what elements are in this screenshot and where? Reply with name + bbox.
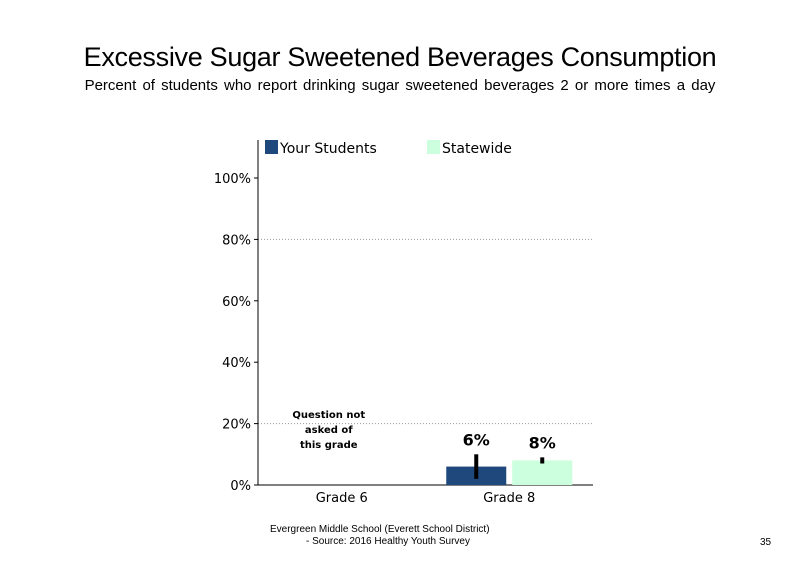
legend-label: Statewide xyxy=(442,141,512,157)
y-tick-label: 100% xyxy=(214,172,251,187)
y-tick-label: 80% xyxy=(222,233,251,248)
annotation-text: Question not xyxy=(292,410,365,421)
y-tick-label: 60% xyxy=(222,295,251,310)
bar xyxy=(512,460,573,485)
chart-title: Excessive Sugar Sweetened Beverages Cons… xyxy=(83,42,717,72)
x-tick-label: Grade 6 xyxy=(316,491,368,506)
footer-source: - Source: 2016 Healthy Youth Survey xyxy=(306,536,470,547)
data-label: 8% xyxy=(529,433,556,452)
legend-label: Your Students xyxy=(279,141,377,157)
legend-swatch xyxy=(265,140,278,154)
legend-swatch xyxy=(427,140,440,154)
y-tick-label: 0% xyxy=(230,479,251,494)
footer-school: Evergreen Middle School (Everett School … xyxy=(270,524,490,535)
page-number: 35 xyxy=(760,537,772,548)
annotation-text: asked of xyxy=(305,425,353,436)
chart-subtitle: Percent of students who report drinking … xyxy=(84,77,716,94)
y-tick-label: 20% xyxy=(222,418,251,433)
footer: Evergreen Middle School (Everett School … xyxy=(270,524,530,548)
y-tick-label: 40% xyxy=(222,356,251,371)
x-tick-label: Grade 8 xyxy=(483,491,535,506)
data-label: 6% xyxy=(463,430,490,449)
annotation-text: this grade xyxy=(300,440,358,451)
